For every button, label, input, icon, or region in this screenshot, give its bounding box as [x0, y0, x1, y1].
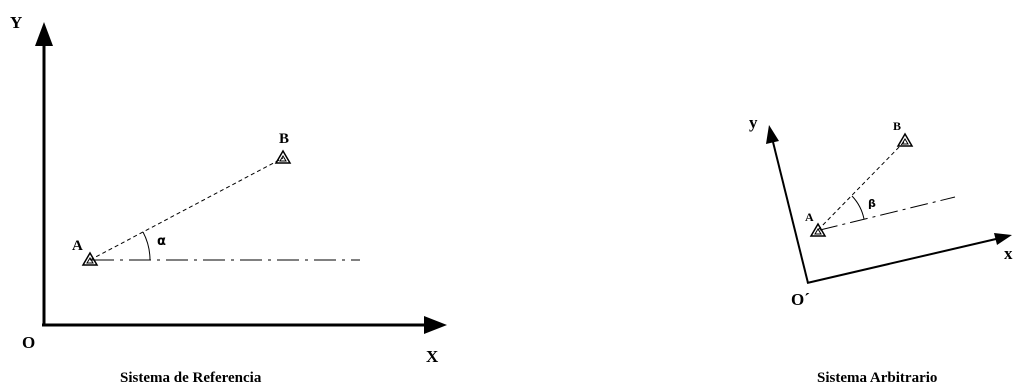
- reference-point-a-marker: [81, 251, 99, 266]
- arbitrary-point-b-label: B: [893, 119, 901, 133]
- reference-caption: Sistema de Referencia: [120, 370, 262, 386]
- reference-x-axis-label: X: [426, 347, 439, 366]
- arbitrary-parallel-line: [819, 196, 956, 231]
- arbitrary-caption: Sistema Arbitrario: [817, 370, 937, 386]
- reference-origin-label: O: [22, 333, 35, 352]
- reference-line-ab: [89, 157, 284, 261]
- arbitrary-point-b-marker: [896, 132, 914, 147]
- arbitrary-line-ab: [817, 140, 906, 231]
- reference-y-axis-arrowhead: [35, 22, 53, 46]
- reference-angle-arc: [142, 231, 151, 261]
- arbitrary-system: y x O´ A B β Sistema Arbitrario: [749, 113, 1013, 386]
- reference-x-axis-arrowhead: [424, 316, 447, 334]
- reference-system: Y X O A B α Sistema de Referencia: [10, 13, 447, 386]
- arbitrary-y-axis-label: y: [749, 113, 758, 132]
- reference-point-a-label: A: [72, 238, 83, 254]
- arbitrary-angle-arc: [851, 195, 865, 220]
- arbitrary-origin-label: O´: [791, 290, 810, 309]
- reference-point-b-marker: [274, 149, 292, 164]
- reference-point-b-label: B: [279, 131, 289, 147]
- arbitrary-x-axis-label: x: [1004, 244, 1013, 263]
- arbitrary-y-axis: [772, 141, 809, 284]
- arbitrary-y-axis-arrowhead: [766, 125, 779, 144]
- reference-angle-label: α: [157, 234, 166, 249]
- reference-y-axis-label: Y: [10, 13, 22, 32]
- arbitrary-angle-label: β: [868, 197, 876, 210]
- arbitrary-x-axis: [806, 238, 997, 284]
- arbitrary-point-a-marker: [809, 222, 827, 237]
- arbitrary-point-a-label: A: [805, 210, 814, 224]
- arbitrary-x-axis-arrowhead: [994, 233, 1012, 245]
